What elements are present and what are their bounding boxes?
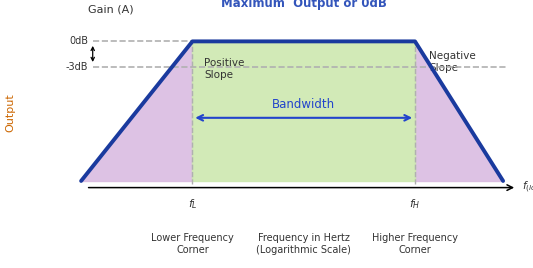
Polygon shape [415, 41, 503, 181]
Text: Positive
Slope: Positive Slope [204, 58, 245, 80]
Text: Gain (A): Gain (A) [88, 5, 134, 15]
Text: Bandwidth: Bandwidth [272, 98, 335, 111]
Text: $f_{(log)}$: $f_{(log)}$ [522, 180, 533, 195]
Text: Negative
Slope: Negative Slope [429, 51, 475, 73]
Polygon shape [192, 41, 415, 181]
Text: Output: Output [6, 93, 15, 132]
Text: -3dB: -3dB [66, 61, 88, 72]
Text: $f_L$: $f_L$ [188, 198, 197, 211]
Text: $f_H$: $f_H$ [409, 198, 421, 211]
Text: Maximum  Output or 0dB: Maximum Output or 0dB [221, 0, 386, 10]
Text: Higher Frequency
Corner: Higher Frequency Corner [372, 233, 458, 255]
Text: Lower Frequency
Corner: Lower Frequency Corner [151, 233, 234, 255]
Polygon shape [81, 41, 192, 181]
Text: 0dB: 0dB [69, 36, 88, 46]
Text: Frequency in Hertz
(Logarithmic Scale): Frequency in Hertz (Logarithmic Scale) [256, 233, 351, 255]
